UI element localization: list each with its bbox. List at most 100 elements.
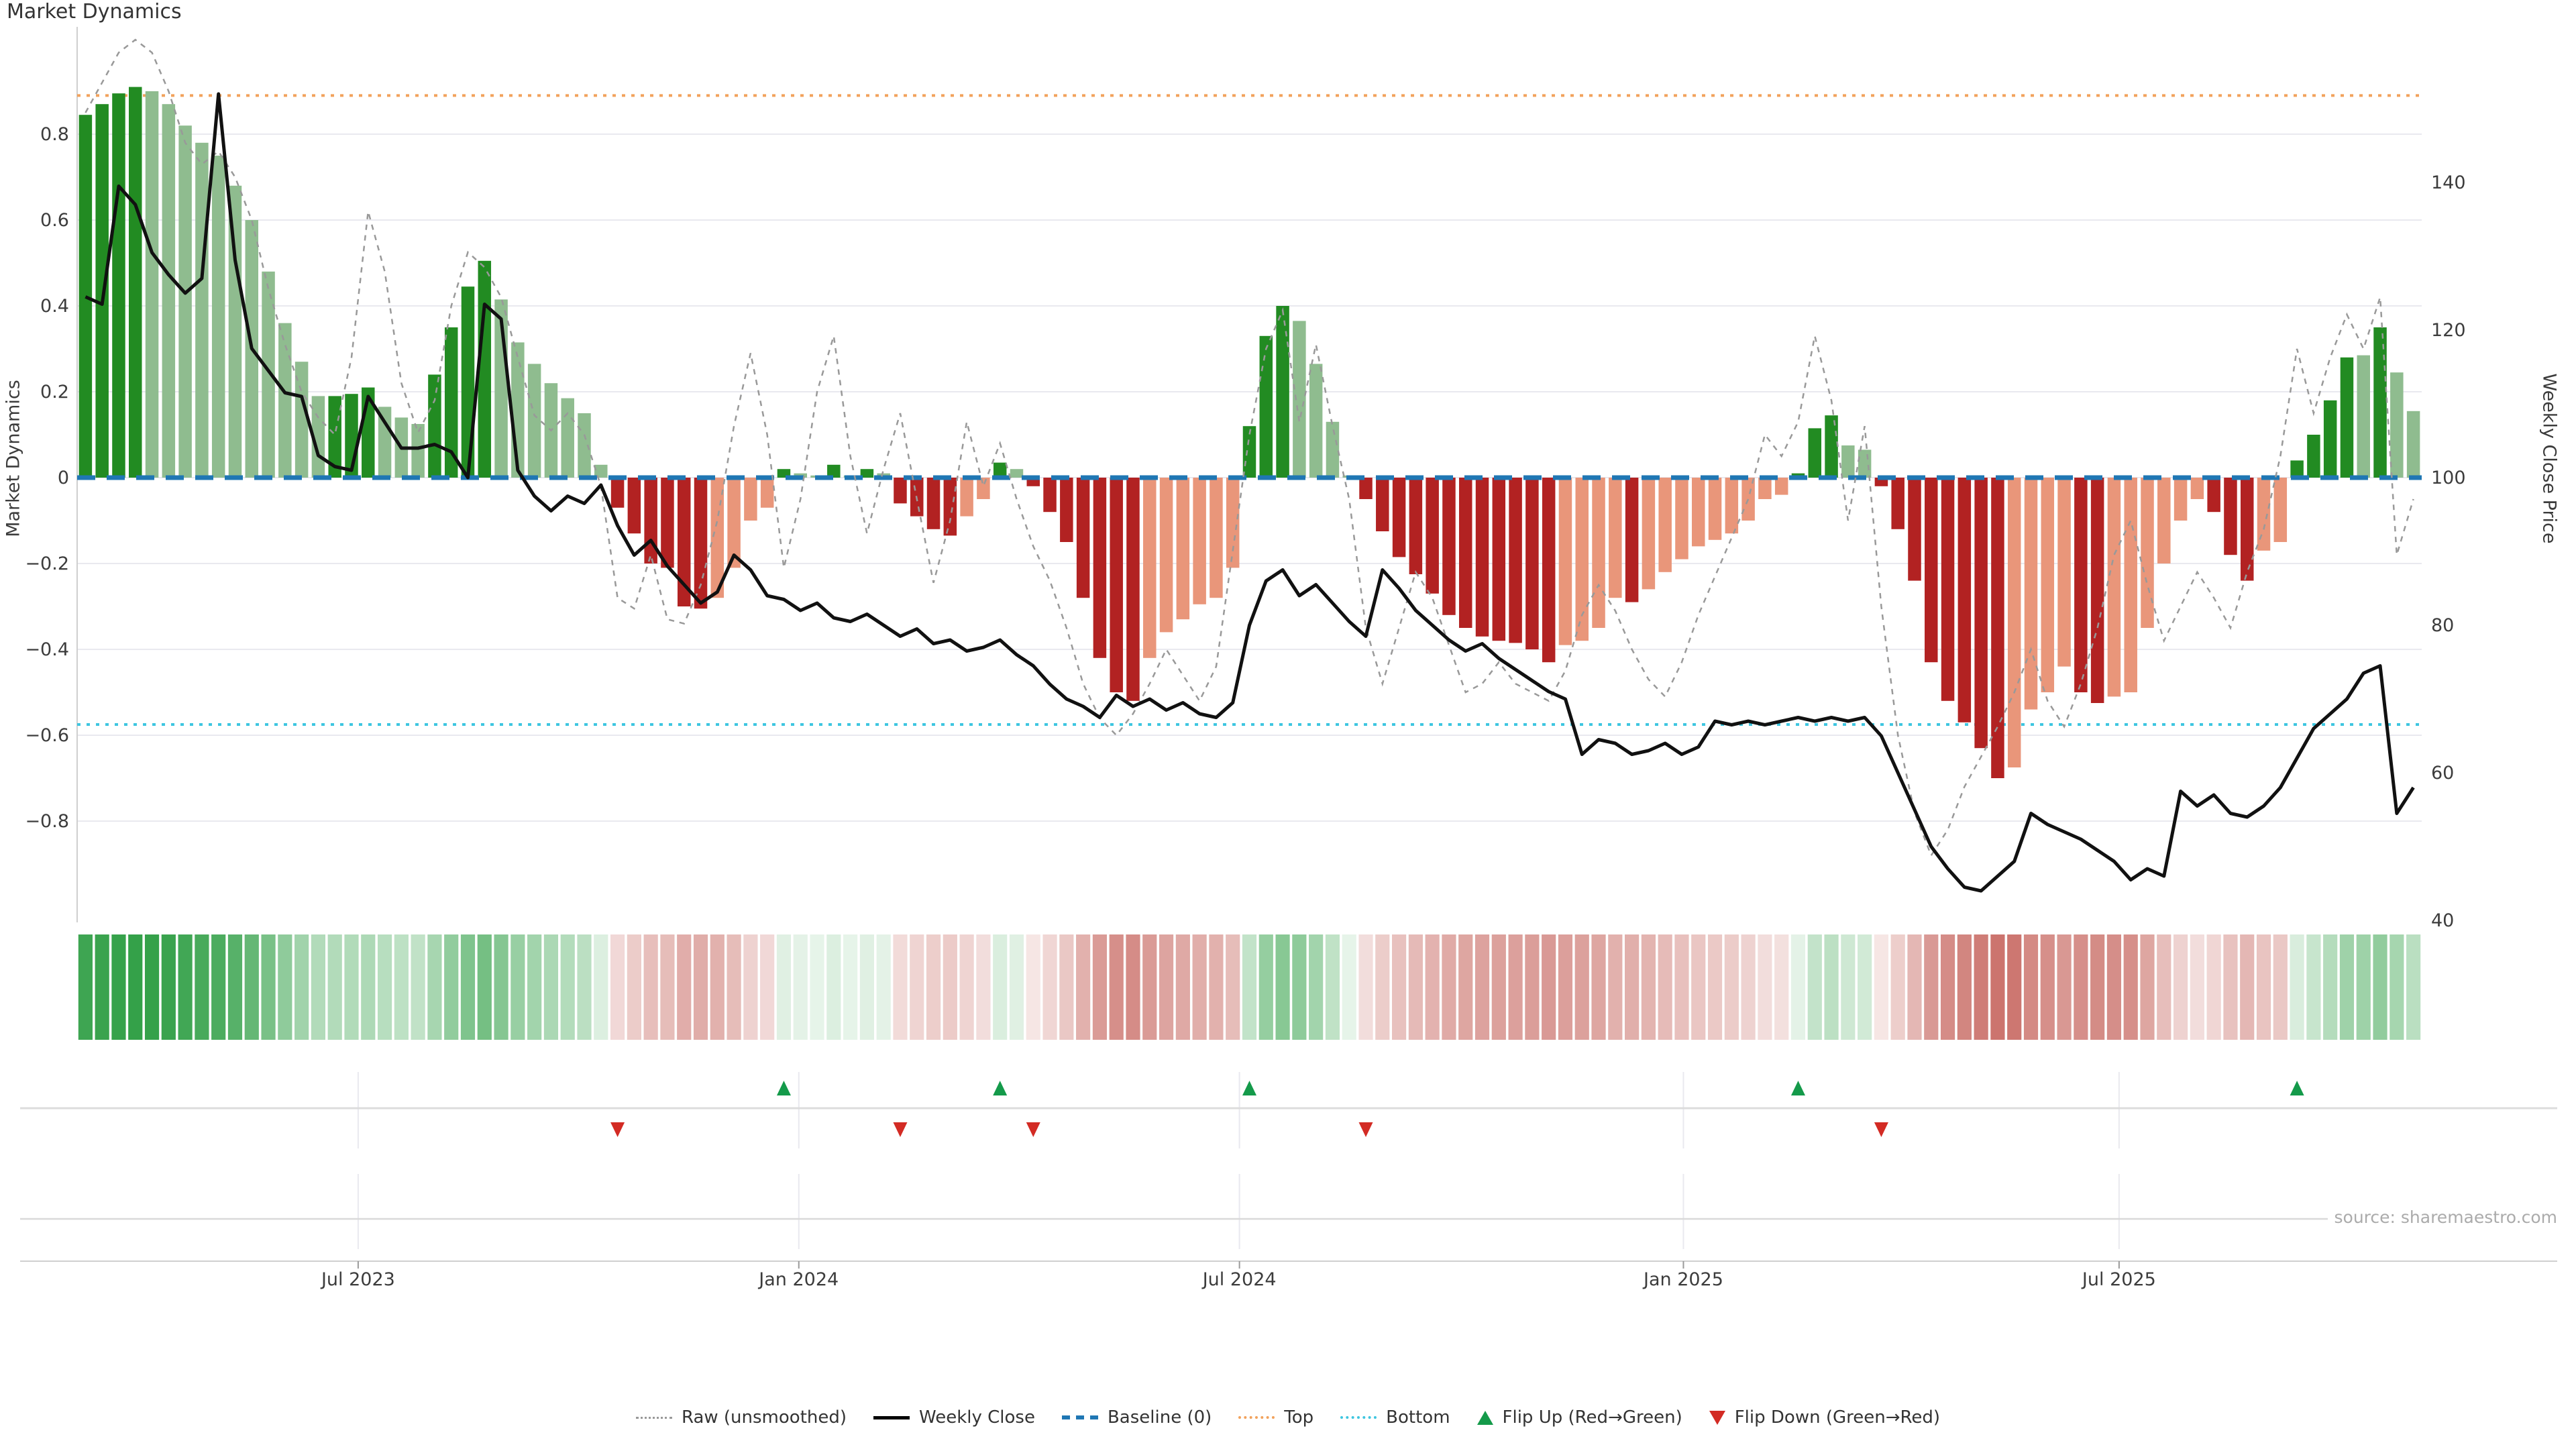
right-tick-label: 80	[2431, 615, 2454, 636]
heatmap-cell	[727, 934, 741, 1040]
dynamics-bar	[1475, 478, 1489, 637]
right-tick-label: 100	[2431, 468, 2466, 488]
dynamics-bar	[2357, 355, 2370, 478]
dynamics-bar	[78, 115, 93, 478]
dynamics-bar	[1426, 478, 1439, 594]
dynamics-bar	[1326, 421, 1340, 478]
legend-item-flip-down: Flip Down (Green→Red)	[1709, 1407, 1940, 1428]
heatmap-cell	[195, 934, 209, 1040]
dynamics-bar	[993, 462, 1007, 478]
heatmap-cell	[943, 934, 957, 1040]
heatmap-cell	[2290, 934, 2304, 1040]
legend-label: Raw (unsmoothed)	[681, 1407, 847, 1428]
heatmap-cell	[760, 934, 775, 1040]
heatmap-cell	[261, 934, 276, 1040]
dynamics-bar	[1359, 478, 1373, 499]
flip-up-marker	[2290, 1081, 2304, 1095]
dynamics-bar	[228, 185, 242, 478]
heatmap-cell	[1358, 934, 1373, 1040]
dynamics-bar	[1774, 478, 1788, 495]
left-tick-label: −0.2	[25, 553, 69, 574]
dynamics-bar	[1542, 478, 1556, 663]
dynamics-bar	[411, 424, 425, 478]
heatmap-cell	[1591, 934, 1606, 1040]
heatmap-cell	[1542, 934, 1556, 1040]
heatmap-cell	[178, 934, 193, 1040]
heatmap-cell	[1026, 934, 1040, 1040]
dynamics-bar	[561, 398, 574, 478]
heatmap-cell	[859, 934, 874, 1040]
dotted-line-icon	[1238, 1416, 1275, 1419]
heatmap-cell	[2240, 934, 2255, 1040]
dynamics-bar	[1558, 478, 1572, 645]
dynamics-bar	[1592, 478, 1605, 628]
dynamics-bar	[1126, 478, 1140, 701]
dynamics-bar	[461, 286, 475, 478]
dynamics-bar	[195, 142, 209, 478]
heatmap-cell	[477, 934, 492, 1040]
heatmap-cell	[643, 934, 658, 1040]
dynamics-bar	[594, 464, 608, 478]
dynamics-bar	[129, 87, 142, 478]
heatmap-cell	[1126, 934, 1140, 1040]
dynamics-bar	[1758, 478, 1772, 499]
heatmap-cell	[1774, 934, 1789, 1040]
right-tick-label: 140	[2431, 172, 2466, 193]
heatmap-cell	[1258, 934, 1273, 1040]
dynamics-bar	[1509, 478, 1522, 643]
heatmap-cell	[826, 934, 841, 1040]
heatmap-cell	[1059, 934, 1074, 1040]
heatmap-cell	[1458, 934, 1473, 1040]
dynamics-bar	[444, 327, 458, 478]
x-tick-label: Jul 2023	[320, 1269, 395, 1290]
heatmap-cell	[511, 934, 525, 1040]
dynamics-bar	[860, 469, 874, 478]
dynamics-bar	[2057, 478, 2071, 667]
dynamics-bar	[162, 104, 176, 478]
heatmap-cell	[1292, 934, 1307, 1040]
dynamics-bar	[527, 364, 541, 478]
dynamics-bar	[1293, 321, 1306, 478]
dynamics-bar	[1991, 478, 2004, 778]
triangle-down-icon	[1709, 1410, 1725, 1425]
dynamics-bar	[2390, 372, 2404, 478]
dynamics-bar	[1858, 449, 1872, 478]
flip-down-marker	[1358, 1122, 1373, 1137]
dynamics-bar	[677, 478, 691, 606]
heatmap-cell	[959, 934, 974, 1040]
flip-down-marker	[893, 1122, 908, 1137]
heatmap-cell	[2040, 934, 2055, 1040]
dynamics-bar	[1675, 478, 1688, 559]
dynamics-bar	[2207, 478, 2220, 513]
heatmap-cell	[278, 934, 292, 1040]
dynamics-bar	[2174, 478, 2188, 521]
dynamics-bar	[960, 478, 973, 517]
dynamics-bar	[827, 464, 841, 478]
legend-item-bottom: Bottom	[1340, 1407, 1450, 1428]
dynamics-bar	[2323, 400, 2337, 478]
dynamics-bar	[1093, 478, 1107, 658]
heatmap-cell	[1574, 934, 1589, 1040]
left-tick-label: 0.4	[40, 296, 69, 317]
heatmap-cell	[1109, 934, 1124, 1040]
heatmap-cell	[560, 934, 575, 1040]
heatmap-cell	[2090, 934, 2105, 1040]
heatmap-cell	[1175, 934, 1190, 1040]
dynamics-bar	[2090, 478, 2104, 703]
left-tick-label: −0.4	[25, 639, 69, 660]
dynamics-bar	[1276, 306, 1289, 478]
dynamics-bar	[1925, 478, 1938, 663]
heatmap-cell	[843, 934, 858, 1040]
heatmap-cell	[2223, 934, 2238, 1040]
heatmap-cell	[1092, 934, 1108, 1040]
heatmap-cell	[1508, 934, 1523, 1040]
heatmap-cell	[1724, 934, 1739, 1040]
heatmap-cell	[677, 934, 692, 1040]
dynamics-bar	[1210, 478, 1223, 598]
heatmap-cell	[1974, 934, 1988, 1040]
heatmap-cell	[1159, 934, 1174, 1040]
legend: Raw (unsmoothed) Weekly Close Baseline (…	[0, 1407, 2576, 1428]
heatmap-cell	[311, 934, 326, 1040]
flip-up-marker	[1790, 1081, 1805, 1095]
dynamics-bar	[1242, 426, 1256, 478]
